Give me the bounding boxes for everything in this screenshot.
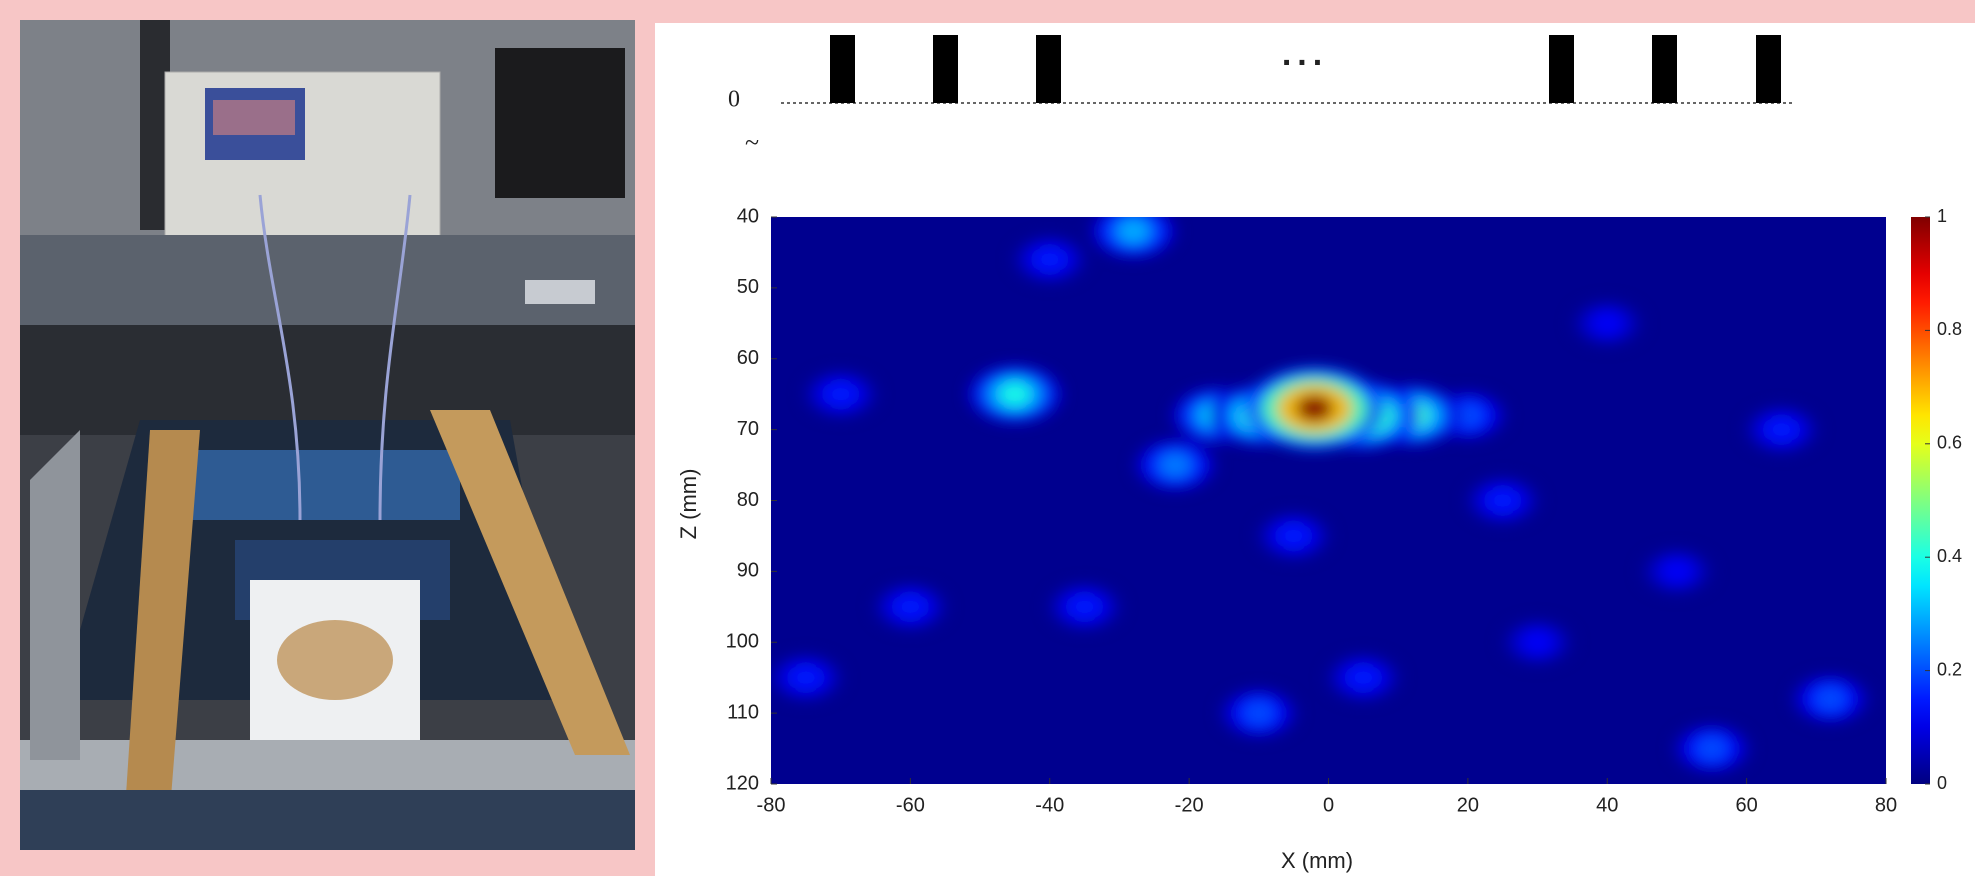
zero-label: 0 [728, 87, 740, 113]
intensity-peak [1742, 404, 1821, 455]
intensity-level [1159, 453, 1191, 477]
intensity-level [1117, 219, 1149, 244]
y-tick-label: 50 [737, 276, 759, 298]
intensity-level [1592, 311, 1623, 335]
x-axis-label: X (mm) [1281, 848, 1353, 873]
intensity-level [998, 381, 1031, 407]
intensity-level [1034, 247, 1065, 272]
intensity-level [1069, 595, 1100, 619]
intensity-peak [1569, 299, 1646, 348]
intensity-level [1487, 488, 1518, 513]
x-tick-label: 20 [1457, 794, 1479, 816]
ellipsis: ... [1282, 35, 1328, 73]
intensity-level [1348, 666, 1379, 690]
intensity-peak [1499, 617, 1576, 667]
intensity-peak [966, 364, 1063, 424]
pulse [1652, 35, 1677, 103]
y-tick-label: 40 [737, 205, 759, 227]
heatmap [771, 217, 1872, 775]
intensity-peak [771, 652, 845, 703]
intensity-level [1278, 524, 1309, 548]
intensity-level [1243, 701, 1275, 725]
y-tick-label: 90 [737, 560, 759, 582]
y-tick-label: 70 [737, 418, 759, 440]
intensity-peak [1010, 234, 1089, 285]
colorbar-tick-label: 0 [1937, 773, 1947, 793]
intensity-peak [1132, 438, 1218, 492]
y-tick-label: 100 [726, 631, 759, 653]
intensity-peak [1045, 581, 1124, 632]
intensity-peak [871, 581, 950, 632]
intensity-peak [801, 369, 880, 420]
colorbar-tick-label: 0.2 [1937, 659, 1962, 679]
intensity-peak [1218, 687, 1300, 739]
heatmap-background [771, 217, 1886, 784]
colorbar-tick-label: 0.8 [1937, 319, 1962, 339]
intensity-peak [1463, 475, 1542, 526]
intensity-peak [1254, 511, 1333, 561]
pulse [1756, 35, 1781, 103]
y-tick-label: 110 [727, 701, 759, 723]
x-tick-label: -20 [1175, 794, 1204, 816]
x-tick-label: -60 [896, 794, 925, 816]
colorbar-tick-label: 1 [1937, 206, 1947, 226]
pulse [933, 35, 958, 103]
intensity-level [895, 595, 926, 619]
setup-photo [20, 20, 635, 850]
intensity-peak [1324, 652, 1403, 703]
pulse [1036, 35, 1061, 103]
colorbar [1911, 217, 1930, 784]
intensity-level [790, 666, 821, 690]
pulse-diagram: ... 0 ~ [728, 35, 1795, 157]
intensity-level [1296, 394, 1333, 422]
y-tick-label: 80 [737, 489, 759, 511]
intensity-level [1662, 559, 1692, 583]
intensity-level [825, 382, 856, 406]
x-tick-label: 0 [1323, 794, 1334, 816]
intensity-peak [1639, 547, 1715, 596]
y-tick-label: 60 [737, 347, 759, 369]
intensity-level [1522, 630, 1553, 654]
intensity-level [1696, 736, 1727, 761]
intensity-peak [1088, 217, 1178, 259]
colorbar-tick-label: 0.6 [1937, 433, 1962, 453]
pulse [830, 35, 855, 103]
x-tick-label: -80 [757, 794, 786, 816]
intensity-level [1815, 687, 1846, 711]
y-axis-label: Z (mm) [676, 469, 701, 540]
intensity-peak [1789, 673, 1872, 725]
break-mark: ~ [745, 128, 759, 157]
intensity-peak [1670, 722, 1753, 775]
pulse [1549, 35, 1574, 103]
x-tick-label: -40 [1035, 794, 1064, 816]
x-tick-label: 60 [1736, 794, 1758, 816]
x-tick-label: 80 [1875, 794, 1897, 816]
y-tick-label: 120 [726, 772, 759, 794]
intensity-level [1766, 417, 1797, 442]
x-tick-label: 40 [1596, 794, 1618, 816]
intensity-peak [1244, 366, 1385, 451]
colorbar-tick-label: 0.4 [1937, 546, 1962, 566]
